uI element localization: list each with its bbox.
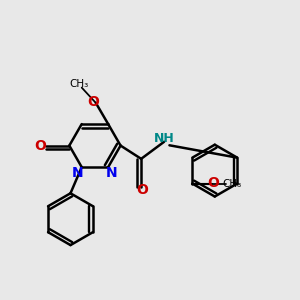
Text: NH: NH — [154, 132, 175, 145]
Text: N: N — [106, 166, 118, 180]
Text: O: O — [34, 139, 46, 153]
Text: N: N — [72, 166, 84, 180]
Text: CH₃: CH₃ — [223, 178, 242, 189]
Text: CH₃: CH₃ — [69, 79, 88, 89]
Text: O: O — [136, 183, 148, 197]
Text: O: O — [207, 176, 219, 190]
Text: O: O — [88, 95, 99, 109]
